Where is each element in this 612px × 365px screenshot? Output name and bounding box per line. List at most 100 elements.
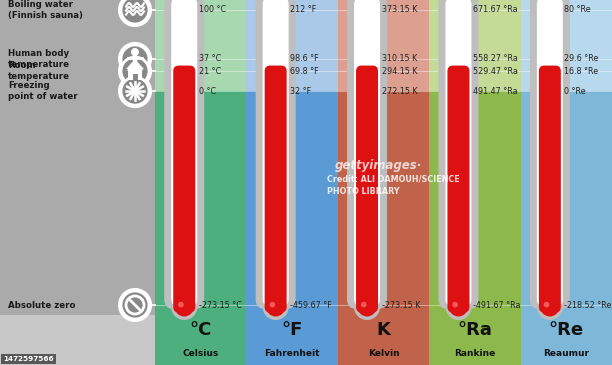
Text: Room
temperature: Room temperature [8, 61, 70, 81]
Circle shape [121, 57, 149, 85]
Text: 310.15 K: 310.15 K [381, 54, 417, 64]
Polygon shape [429, 91, 521, 313]
Circle shape [171, 294, 197, 320]
Text: Boiling water
(Finnish sauna): Boiling water (Finnish sauna) [8, 0, 83, 20]
Polygon shape [521, 0, 612, 91]
FancyBboxPatch shape [263, 0, 289, 306]
Polygon shape [155, 0, 247, 91]
Text: -273.15 °C: -273.15 °C [199, 300, 242, 310]
Polygon shape [155, 313, 247, 365]
Circle shape [540, 297, 559, 316]
Text: K: K [376, 320, 390, 339]
Text: 558.27 °Ra: 558.27 °Ra [473, 54, 518, 64]
Circle shape [121, 45, 149, 73]
FancyBboxPatch shape [173, 66, 195, 312]
Text: 32 °F: 32 °F [290, 87, 312, 96]
Text: -491.67 °Ra: -491.67 °Ra [473, 300, 520, 310]
Polygon shape [133, 74, 138, 80]
Text: Human body
temperature: Human body temperature [8, 49, 70, 69]
FancyBboxPatch shape [256, 0, 296, 309]
Text: 373.15 K: 373.15 K [381, 5, 417, 15]
Polygon shape [429, 313, 521, 365]
Polygon shape [338, 91, 429, 313]
FancyBboxPatch shape [264, 66, 286, 312]
Circle shape [119, 55, 151, 87]
Circle shape [131, 48, 139, 56]
Circle shape [132, 88, 138, 94]
Polygon shape [521, 313, 612, 365]
Circle shape [357, 297, 376, 316]
Text: 80 °Re: 80 °Re [564, 5, 591, 15]
Text: Fahrenheit: Fahrenheit [264, 349, 320, 358]
Text: -273.15 K: -273.15 K [381, 300, 420, 310]
Circle shape [119, 0, 151, 26]
Text: Rankine: Rankine [454, 349, 496, 358]
Polygon shape [338, 0, 429, 91]
FancyBboxPatch shape [171, 0, 197, 306]
Circle shape [119, 43, 151, 75]
Text: Freezing
point of water: Freezing point of water [8, 81, 78, 101]
Text: 98.6 °F: 98.6 °F [290, 54, 319, 64]
Polygon shape [521, 91, 612, 313]
FancyBboxPatch shape [539, 66, 561, 312]
Text: Absolute zero: Absolute zero [8, 300, 75, 310]
FancyBboxPatch shape [446, 0, 471, 306]
Text: 212 °F: 212 °F [290, 5, 316, 15]
FancyBboxPatch shape [0, 0, 157, 315]
Text: -218.52 °Re: -218.52 °Re [564, 300, 612, 310]
Text: 69.8 °F: 69.8 °F [290, 66, 319, 76]
Circle shape [537, 294, 563, 320]
Circle shape [269, 302, 275, 307]
Polygon shape [126, 59, 144, 69]
Text: °Re: °Re [549, 320, 584, 339]
Text: 671.67 °Ra: 671.67 °Ra [473, 5, 518, 15]
Text: PHOTO LIBRARY: PHOTO LIBRARY [327, 187, 400, 196]
Circle shape [119, 289, 151, 321]
Circle shape [121, 77, 149, 105]
Polygon shape [247, 0, 338, 91]
Circle shape [121, 291, 149, 319]
Text: 529.47 °Ra: 529.47 °Ra [473, 66, 518, 76]
Polygon shape [247, 91, 338, 313]
FancyBboxPatch shape [447, 66, 469, 312]
Circle shape [354, 294, 380, 320]
Text: 491.47 °Ra: 491.47 °Ra [473, 87, 518, 96]
Text: °Ra: °Ra [457, 320, 492, 339]
Circle shape [543, 302, 550, 307]
Text: 294.15 K: 294.15 K [381, 66, 417, 76]
Polygon shape [155, 91, 247, 313]
Text: 37 °C: 37 °C [199, 54, 221, 64]
FancyBboxPatch shape [530, 0, 570, 309]
Circle shape [119, 75, 151, 107]
Circle shape [263, 294, 289, 320]
Polygon shape [247, 313, 338, 365]
Circle shape [175, 297, 194, 316]
Text: 272.15 K: 272.15 K [381, 87, 417, 96]
Circle shape [361, 302, 367, 307]
Polygon shape [128, 69, 142, 80]
Text: 16.8 °Re: 16.8 °Re [564, 66, 599, 76]
Text: 0 °Re: 0 °Re [564, 87, 586, 96]
FancyBboxPatch shape [164, 0, 204, 309]
Text: Credit: ALI DAMOUH/SCIENCE: Credit: ALI DAMOUH/SCIENCE [327, 174, 460, 184]
FancyBboxPatch shape [537, 0, 563, 306]
Text: Celsius: Celsius [182, 349, 219, 358]
Circle shape [266, 297, 285, 316]
Text: Reaumur: Reaumur [543, 349, 589, 358]
FancyBboxPatch shape [354, 0, 380, 306]
Text: 100 °C: 100 °C [199, 5, 226, 15]
FancyBboxPatch shape [356, 66, 378, 312]
FancyBboxPatch shape [347, 0, 387, 309]
Text: -459.67 °F: -459.67 °F [290, 300, 332, 310]
Text: 1472597566: 1472597566 [3, 356, 54, 362]
FancyBboxPatch shape [438, 0, 479, 309]
Text: °C: °C [190, 320, 212, 339]
Polygon shape [338, 313, 429, 365]
Circle shape [446, 294, 471, 320]
Polygon shape [429, 0, 521, 91]
Circle shape [452, 302, 458, 307]
Text: 21 °C: 21 °C [199, 66, 221, 76]
Circle shape [178, 302, 184, 307]
Text: 0 °C: 0 °C [199, 87, 216, 96]
Text: gettyimages·: gettyimages· [335, 158, 422, 172]
